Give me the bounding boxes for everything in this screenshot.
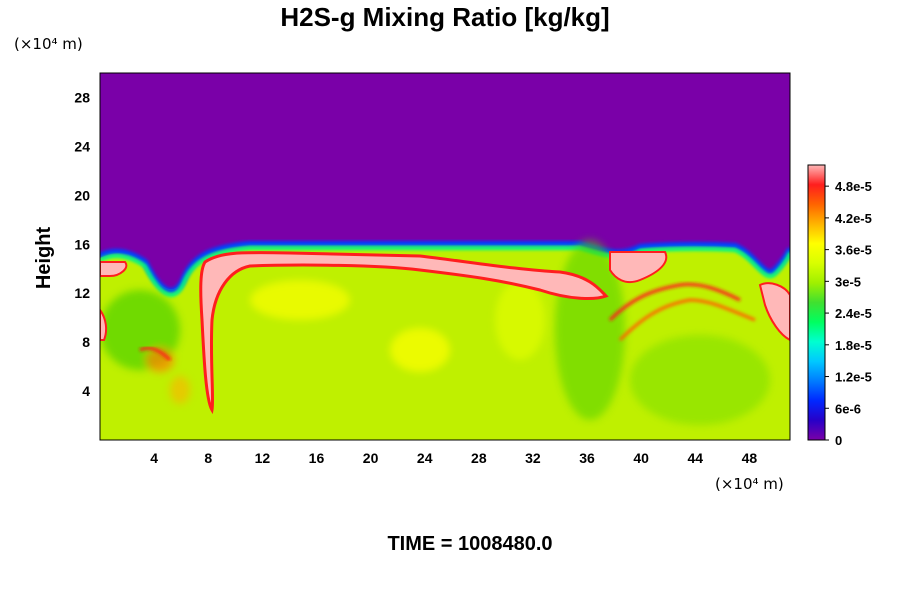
layer-top-peak-region bbox=[100, 308, 108, 341]
colorbar-tick-label: 0 bbox=[835, 433, 842, 448]
colorbar-tick-label: 1.8e-5 bbox=[835, 338, 872, 353]
x-tick-label: 8 bbox=[204, 450, 212, 466]
red-streak bbox=[618, 298, 756, 342]
time-label: TIME = 1008480.0 bbox=[387, 533, 552, 555]
x-tick-label: 36 bbox=[579, 450, 595, 466]
layer-top-peak-region bbox=[100, 261, 128, 277]
red-streak bbox=[139, 346, 172, 362]
y-axis-ticks: 4 8 12 16 20 24 28 bbox=[74, 89, 90, 399]
x-tick-label: 12 bbox=[255, 450, 271, 466]
layer-top-peak-region bbox=[609, 251, 668, 284]
interior-yellow-patch bbox=[390, 328, 450, 372]
interior-orange-patch bbox=[170, 376, 190, 404]
x-unit-label: (×10⁴ m) bbox=[715, 475, 784, 493]
x-axis-ticks: 4 8 12 16 20 24 28 32 36 40 44 48 bbox=[150, 450, 757, 466]
colorbar-tick-label: 3e-5 bbox=[835, 274, 861, 289]
y-tick-label: 16 bbox=[74, 236, 90, 252]
y-tick-label: 4 bbox=[82, 383, 90, 399]
interior-yellow-patch bbox=[495, 280, 545, 360]
interior-orange-patch bbox=[146, 348, 174, 372]
y-tick-label: 12 bbox=[74, 285, 90, 301]
y-tick-label: 24 bbox=[74, 138, 90, 154]
interior-yellow-patch bbox=[250, 280, 350, 320]
colorbar-ticks: 0 6e-6 1.2e-5 1.8e-5 2.4e-5 3e-5 3.6e-5 4.2e-5 4… bbox=[825, 179, 872, 448]
red-streak bbox=[608, 282, 741, 322]
colorbar-tick-label: 4.2e-5 bbox=[835, 211, 872, 226]
colorbar-tick-label: 3.6e-5 bbox=[835, 243, 872, 258]
heatmap-field bbox=[100, 73, 790, 440]
y-axis-label: Height bbox=[33, 227, 55, 290]
x-tick-label: 16 bbox=[309, 450, 325, 466]
x-tick-label: 40 bbox=[633, 450, 649, 466]
colorbar-tick-label: 2.4e-5 bbox=[835, 306, 872, 321]
x-tick-label: 48 bbox=[742, 450, 758, 466]
x-tick-label: 4 bbox=[150, 450, 158, 466]
y-tick-label: 8 bbox=[82, 334, 90, 350]
x-tick-label: 32 bbox=[525, 450, 541, 466]
colorbar-tick-label: 1.2e-5 bbox=[835, 370, 872, 385]
interior-green-patch bbox=[630, 335, 770, 425]
y-tick-label: 28 bbox=[74, 89, 90, 105]
chart-title: H2S-g Mixing Ratio [kg/kg] bbox=[280, 2, 609, 32]
x-tick-label: 24 bbox=[417, 450, 433, 466]
colorbar-tick-label: 4.8e-5 bbox=[835, 179, 872, 194]
y-tick-label: 20 bbox=[74, 187, 90, 203]
layer-top-peak-region bbox=[758, 282, 790, 342]
plot-frame bbox=[99, 72, 791, 441]
layer-top-peak-region bbox=[199, 251, 609, 415]
x-tick-label: 44 bbox=[688, 450, 704, 466]
x-tick-label: 28 bbox=[471, 450, 487, 466]
x-tick-label: 20 bbox=[363, 450, 379, 466]
colorbar bbox=[807, 164, 826, 441]
colorbar-tick-label: 6e-6 bbox=[835, 401, 861, 416]
y-unit-label: (×10⁴ m) bbox=[14, 35, 83, 53]
